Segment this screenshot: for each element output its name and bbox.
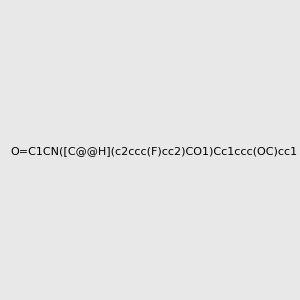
Text: O=C1CN([C@@H](c2ccc(F)cc2)CO1)Cc1ccc(OC)cc1: O=C1CN([C@@H](c2ccc(F)cc2)CO1)Cc1ccc(OC)… [10,146,297,157]
